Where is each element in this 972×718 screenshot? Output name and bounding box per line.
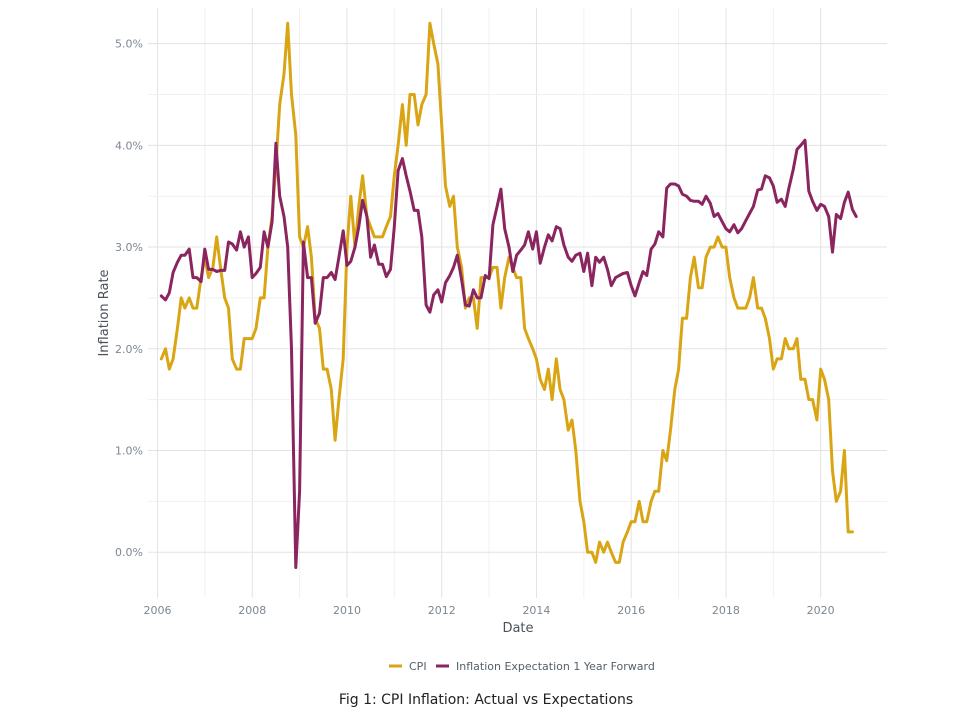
series-lines	[159, 21, 858, 569]
legend: CPI Inflation Expectation 1 Year Forward	[389, 660, 655, 673]
y-tick-label: 5.0%	[115, 38, 143, 51]
x-tick-label: 2016	[617, 604, 645, 617]
y-tick-label: 4.0%	[115, 139, 143, 152]
y-tick-labels: 0.0% 1.0% 2.0% 3.0% 4.0% 5.0%	[115, 38, 143, 560]
y-tick-label: 1.0%	[115, 445, 143, 458]
x-axis-title: Date	[502, 621, 533, 636]
x-tick-label: 2018	[712, 604, 740, 617]
x-tick-label: 2008	[238, 604, 266, 617]
figure-caption: Fig 1: CPI Inflation: Actual vs Expectat…	[338, 692, 634, 708]
y-tick-label: 3.0%	[115, 241, 143, 254]
y-axis-title: Inflation Rate	[97, 269, 112, 356]
series-line-cpi	[159, 21, 854, 564]
y-tick-label: 2.0%	[115, 343, 143, 356]
legend-label-cpi: CPI	[409, 660, 427, 673]
x-tick-labels: 2006 2008 2010 2012 2014 2016 2018 2020	[143, 604, 834, 617]
grid-lines	[148, 8, 887, 598]
legend-label-expectation: Inflation Expectation 1 Year Forward	[456, 660, 655, 673]
x-tick-label: 2012	[428, 604, 456, 617]
x-tick-label: 2020	[807, 604, 835, 617]
line-chart: 2006 2008 2010 2012 2014 2016 2018 2020 0.0% 1.0…	[97, 8, 887, 673]
x-tick-label: 2006	[143, 604, 171, 617]
x-tick-label: 2010	[333, 604, 361, 617]
x-tick-label: 2014	[522, 604, 550, 617]
y-tick-label: 0.0%	[115, 546, 143, 559]
series-line-expectation	[159, 138, 858, 569]
